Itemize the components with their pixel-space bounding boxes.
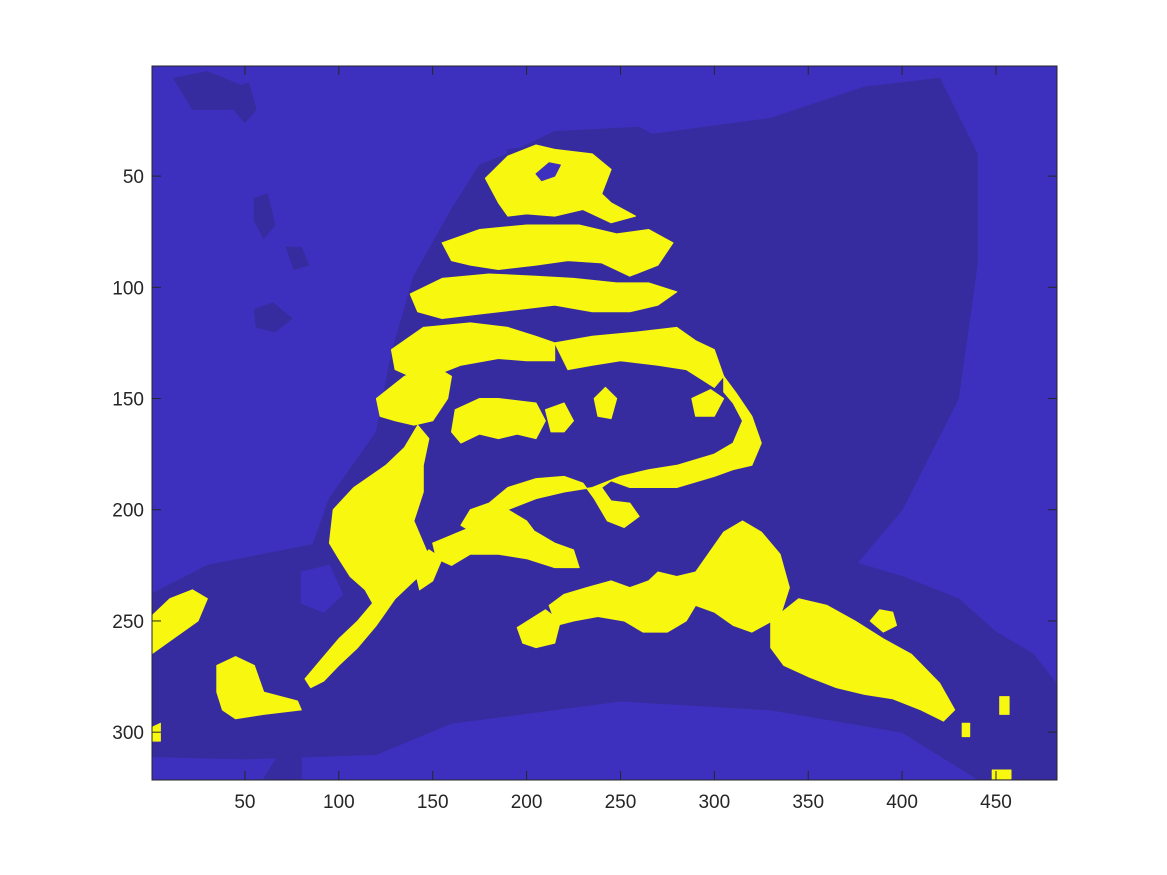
y-tick-label: 100 [112,278,144,299]
region-foreground-29 [770,598,956,722]
x-tick-label: 300 [698,792,730,813]
y-tick-label: 200 [112,501,144,522]
region-foreground-19 [544,402,574,433]
region-foreground-21 [691,389,725,417]
region-foreground-26 [432,520,580,569]
region-foreground-27 [548,520,790,633]
y-tick-label: 300 [112,723,144,744]
region-foreground-24 [304,424,434,689]
region-halo-3 [233,82,257,124]
x-tick-label: 350 [792,792,824,813]
region-foreground-30 [869,609,897,633]
x-tick-label: 400 [886,792,918,813]
region-halo-6 [253,302,293,333]
region-background-10 [526,709,640,766]
region-foreground-31 [152,589,208,655]
region-halo-8 [601,647,790,702]
region-halo-4 [253,193,276,239]
region-foreground-28 [516,609,561,649]
region-foreground-25 [413,549,443,591]
region-foreground-18 [451,398,546,444]
x-tick-label: 200 [511,792,543,813]
axes-box [151,65,1058,781]
region-background-13 [535,162,561,182]
y-tick-label: 250 [112,612,144,633]
x-axis: 50 100 150 200 250 300 350 400 450 [234,66,1012,813]
region-foreground-32 [216,656,302,720]
region-foreground-36 [991,769,1012,780]
region-foreground-20 [593,386,618,420]
y-tick-label: 50 [123,167,144,188]
region-foreground-12 [484,144,636,224]
plot-area [152,66,1057,780]
region-background-9 [300,564,344,613]
x-tick-label: 450 [980,792,1012,813]
x-tick-label: 50 [234,792,255,813]
image-regions [152,71,1057,780]
x-tick-label: 150 [417,792,449,813]
region-foreground-34 [999,696,1010,715]
region-foreground-17 [554,326,725,388]
region-foreground-35 [961,722,971,738]
region-foreground-15 [409,273,678,319]
x-tick-label: 250 [605,792,637,813]
y-tick-label: 150 [112,390,144,411]
region-halo-5 [285,246,310,270]
region-foreground-23 [375,364,452,426]
y-axis: 50 100 150 200 250 300 [112,167,1057,744]
region-foreground-14 [441,224,674,277]
x-tick-label: 100 [323,792,355,813]
